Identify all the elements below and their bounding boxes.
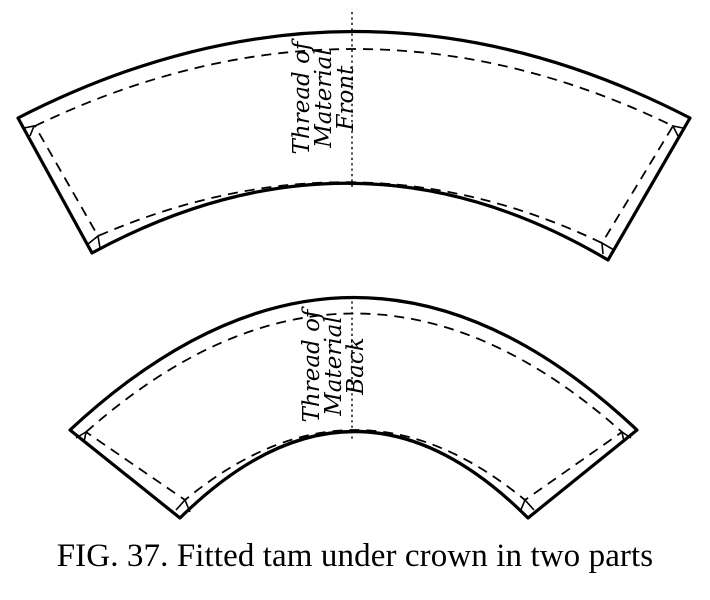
front-piece-outline (16, 30, 692, 262)
front-piece: Thread of Material Front (16, 12, 692, 262)
figure-number: FIG. 37. (56, 538, 169, 574)
front-label-line-2: Material (311, 48, 337, 149)
front-corner-mark-right-top (671, 124, 684, 137)
back-corner-mark-left-top (75, 430, 88, 443)
front-label-line-1: Thread of (289, 38, 315, 154)
back-label-line-2: Material (321, 316, 347, 417)
pattern-drawing: Thread of Material Front Thread of Mater… (16, 12, 692, 520)
front-corner-mark-left-top (23, 124, 36, 137)
front-corner-mark-right-bottom (601, 241, 615, 255)
back-corner-mark-left-bottom (175, 498, 191, 513)
figure-caption-text: Fitted tam under crown in two parts (176, 538, 654, 574)
front-corner-mark-left-bottom (87, 234, 101, 249)
figure-caption: FIG. 37. Fitted tam under crown in two p… (0, 538, 710, 575)
back-corner-mark-right-bottom (519, 498, 535, 513)
front-piece-seam-allowance (33, 48, 675, 245)
back-label-line-1: Thread of (299, 306, 325, 422)
back-piece-seam-allowance (84, 312, 624, 502)
back-corner-mark-right-top (620, 430, 632, 443)
back-piece: Thread of Material Back (68, 296, 639, 520)
front-label-line-3: Front (333, 65, 359, 132)
back-label-line-3: Back (343, 337, 369, 395)
back-piece-outline (68, 296, 639, 520)
